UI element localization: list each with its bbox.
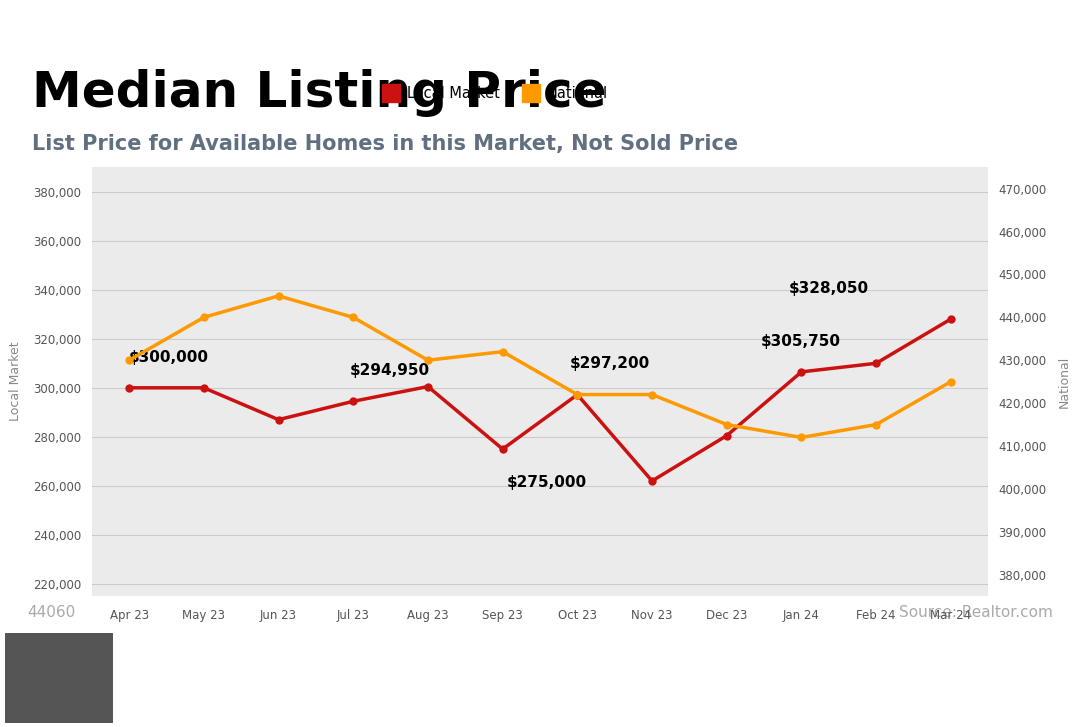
Y-axis label: National: National <box>1058 356 1071 408</box>
Text: Michael Boerner: Michael Boerner <box>167 659 308 674</box>
Text: (440) 479-5194: (440) 479-5194 <box>643 659 774 674</box>
Bar <box>5 632 113 723</box>
Text: $305,750: $305,750 <box>760 334 840 348</box>
Text: $294,950: $294,950 <box>350 363 430 378</box>
Text: Median Listing Price: Median Listing Price <box>32 69 607 117</box>
Text: HomeSmart Real Estate Momentum, REALTOR: HomeSmart Real Estate Momentum, REALTOR <box>167 688 474 701</box>
Text: $328,050: $328,050 <box>788 281 868 296</box>
Text: List Price for Available Homes in this Market, Not Sold Price: List Price for Available Homes in this M… <box>32 134 739 153</box>
Y-axis label: Local Market: Local Market <box>9 342 22 422</box>
Text: Source: Realtor.com: Source: Realtor.com <box>900 605 1053 620</box>
Legend: Local Market, National: Local Market, National <box>377 80 613 107</box>
Text: $300,000: $300,000 <box>130 350 210 364</box>
Text: $297,200: $297,200 <box>570 356 650 371</box>
Text: $275,000: $275,000 <box>507 475 586 489</box>
Text: 44060: 44060 <box>27 605 76 620</box>
Text: www.BoemerHomes.com: www.BoemerHomes.com <box>643 688 809 701</box>
